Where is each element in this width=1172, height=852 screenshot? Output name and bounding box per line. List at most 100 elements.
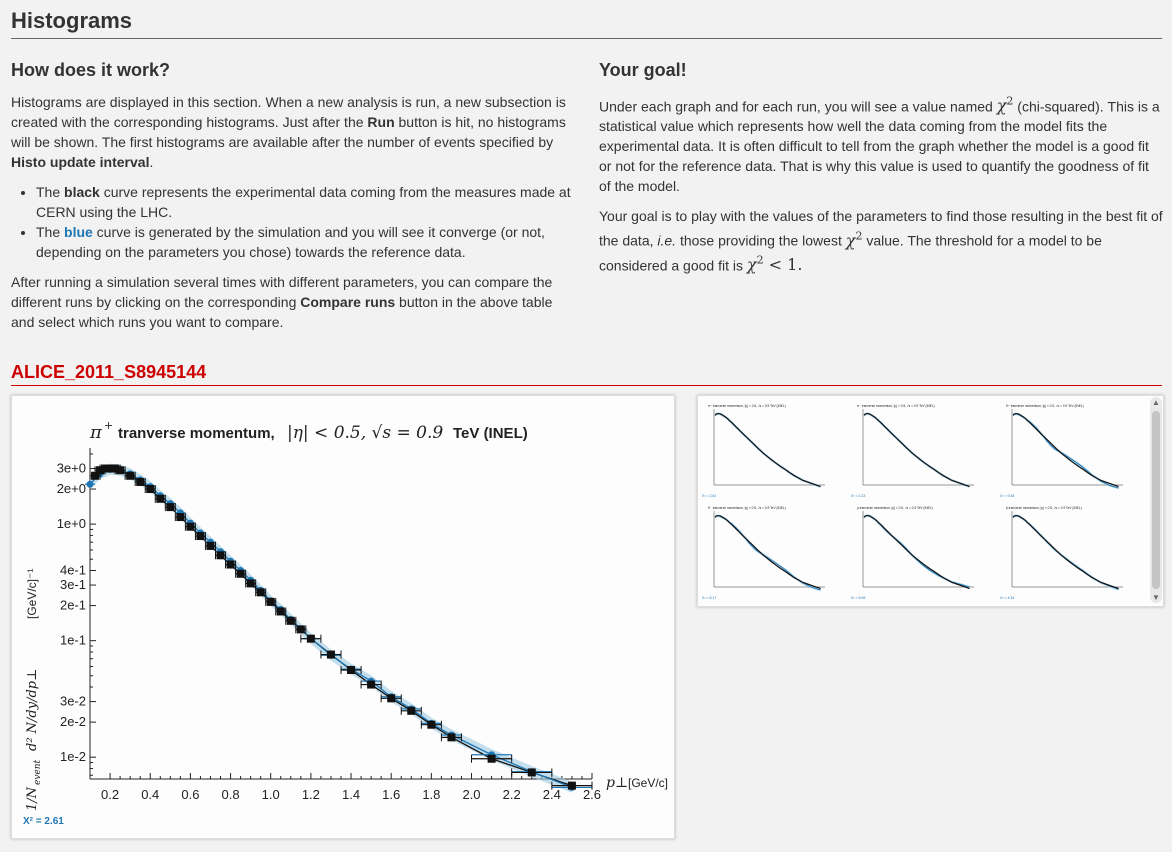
- x-tick-label: 1.4: [342, 787, 360, 802]
- black-item-text-1: The: [36, 184, 65, 200]
- chi2-text-1: Under each graph and for each run, you w…: [599, 98, 997, 115]
- your-goal-section: Your goal! Under each graph and for each…: [599, 58, 1164, 285]
- thumbnail-chart: π⁻ tranverse momentum, |η| < 0.5, √s = 0…: [851, 404, 974, 498]
- how-it-works-heading: How does it work?: [11, 60, 171, 80]
- chart-title-charge: +: [104, 419, 113, 432]
- data-point: [196, 532, 205, 541]
- thumb-mc-line: [714, 515, 821, 591]
- main-histogram-chart: π + tranverse momentum, |η| < 0.5, √s = …: [25, 419, 668, 811]
- histogram-thumbnail[interactable]: π⁻ tranverse momentum, |η| < 0.5, √s = 0…: [849, 400, 997, 502]
- blue-curve-item: The blue curve is generated by the simul…: [36, 222, 576, 262]
- threshold-value: < 1.: [763, 254, 803, 274]
- data-point: [387, 694, 396, 703]
- scrollbar-thumb[interactable]: [1152, 411, 1160, 589]
- histogram-thumbnails-panel[interactable]: π⁺ tranverse momentum, |η| < 0.5, √s = 0…: [697, 395, 1164, 607]
- thumbnail-chart: π⁺ tranverse momentum, |η| < 0.5, √s = 0…: [702, 404, 825, 498]
- thumbnail-title: K⁺ tranverse momentum, |η| < 0.5, √s = 0…: [1006, 404, 1084, 408]
- blue-term: blue: [64, 224, 93, 240]
- scroll-up-icon[interactable]: ▲: [1152, 398, 1160, 407]
- goal-text-1: Your goal is to play with the values of …: [599, 208, 1163, 249]
- data-point: [206, 541, 215, 550]
- thumb-data-line: [714, 413, 821, 488]
- x-tick-label: 1.0: [262, 787, 280, 802]
- thumb-mc-line: [863, 514, 970, 588]
- y-axis-label-group: 1/N event d² N/dy/dp⊥ [GeV/c]⁻¹: [25, 569, 43, 811]
- blue-item-text-1: The: [36, 224, 65, 240]
- analysis-divider: [11, 385, 1162, 386]
- threshold-expression: χ2 < 1.: [746, 254, 803, 274]
- chi2-symbol: χ2: [997, 95, 1014, 115]
- ie-term: i.e.: [657, 232, 677, 249]
- thumb-mc-line: [1012, 515, 1119, 590]
- data-line: [94, 467, 573, 787]
- y-axis-label-b: d² N/dy/dp⊥: [25, 669, 40, 751]
- y-axis-label-sub: event: [33, 759, 43, 785]
- x-tick-label: 2.4: [543, 787, 561, 802]
- chi2-symbol-2: χ2: [846, 229, 863, 249]
- histogram-thumbnail[interactable]: K⁻ tranverse momentum, |η| < 0.5, √s = 0…: [700, 502, 848, 604]
- y-tick-label: 3e+0: [57, 461, 86, 476]
- black-term: black: [64, 184, 100, 200]
- chart-title-math: |η| < 0.5, √s = 0.9: [287, 423, 443, 443]
- page-title: Histograms: [11, 8, 133, 33]
- thumbnails-scrollbar[interactable]: ▲ ▼: [1150, 397, 1162, 603]
- histogram-thumbnail[interactable]: p tranverse momentum, |η| < 0.5, √s = 0.…: [849, 502, 997, 604]
- x-tick-label: 0.6: [181, 787, 199, 802]
- thumb-mc-band: [714, 412, 821, 488]
- y-axis-unit: [GeV/c]⁻¹: [25, 569, 39, 619]
- scroll-down-icon[interactable]: ▼: [1152, 593, 1160, 602]
- data-point: [326, 650, 335, 659]
- histo-interval-term: Histo update interval: [11, 154, 150, 170]
- data-point: [276, 607, 285, 616]
- intro-paragraph: Histograms are displayed in this section…: [11, 92, 576, 172]
- data-point: [156, 494, 165, 503]
- y-tick-label: 3e-1: [60, 577, 86, 592]
- y-tick-label: 2e-2: [60, 714, 86, 729]
- run-term: Run: [367, 114, 395, 130]
- data-point: [126, 471, 135, 480]
- data-point: [216, 551, 225, 560]
- mc-line: [89, 468, 573, 789]
- curve-legend-list: The black curve represents the experimen…: [11, 182, 576, 262]
- histogram-thumbnail[interactable]: K⁺ tranverse momentum, |η| < 0.5, √s = 0…: [998, 400, 1146, 502]
- y-tick-label: 2e-1: [60, 598, 86, 613]
- histogram-thumbnail[interactable]: π⁺ tranverse momentum, |η| < 0.5, √s = 0…: [700, 400, 848, 502]
- black-item-text-2: curve represents the experimental data c…: [36, 184, 571, 220]
- thumbnail-chi2: X² = 2.61: [702, 494, 716, 498]
- compare-paragraph: After running a simulation several times…: [11, 272, 576, 332]
- y-tick-label: 4e-1: [60, 562, 86, 577]
- thumbnail-chi2: X² = 4.34: [1000, 596, 1014, 600]
- chi2-paragraph: Under each graph and for each run, you w…: [599, 92, 1164, 196]
- how-it-works-section: How does it work? Histograms are display…: [11, 58, 576, 342]
- mc-point: [86, 480, 94, 488]
- x-tick-label: 2.0: [462, 787, 480, 802]
- black-curve-item: The black curve represents the experimen…: [36, 182, 576, 222]
- histogram-thumbnail[interactable]: p̄ tranverse momentum, |η| < 0.5, √s = 0…: [998, 502, 1146, 604]
- thumb-data-line: [863, 515, 970, 590]
- x-tick-label: 2.2: [503, 787, 521, 802]
- x-tick-label: 0.4: [141, 787, 159, 802]
- intro-text-1: Histograms are displayed in this section…: [11, 94, 566, 130]
- chi-exponent: 2: [1006, 95, 1014, 108]
- chart-title-energy: TeV (INEL): [453, 425, 528, 442]
- mc-uncertainty-band: [90, 463, 572, 793]
- main-histogram-panel[interactable]: π + tranverse momentum, |η| < 0.5, √s = …: [11, 395, 675, 839]
- chart-title-pi: π: [89, 422, 103, 443]
- data-point: [347, 666, 356, 675]
- x-tick-label: 0.8: [222, 787, 240, 802]
- chi-letter-3: χ: [746, 254, 757, 274]
- y-tick-label: 1e+0: [57, 516, 86, 531]
- thumbnail-chart: K⁺ tranverse momentum, |η| < 0.5, √s = 0…: [1000, 404, 1123, 498]
- data-point: [166, 503, 175, 512]
- thumbnail-chart: K⁻ tranverse momentum, |η| < 0.5, √s = 0…: [702, 506, 825, 600]
- data-point: [427, 720, 436, 729]
- thumbnail-chart: p̄ tranverse momentum, |η| < 0.5, √s = 0…: [1000, 506, 1123, 600]
- x-tick-label: 0.2: [101, 787, 119, 802]
- chi-exponent-2: 2: [855, 229, 863, 243]
- y-tick-label: 2e+0: [57, 481, 86, 496]
- compare-runs-term: Compare runs: [300, 294, 396, 310]
- data-point: [256, 588, 265, 597]
- goal-paragraph: Your goal is to play with the values of …: [599, 206, 1164, 275]
- y-axis-label-a: 1/N: [25, 786, 40, 811]
